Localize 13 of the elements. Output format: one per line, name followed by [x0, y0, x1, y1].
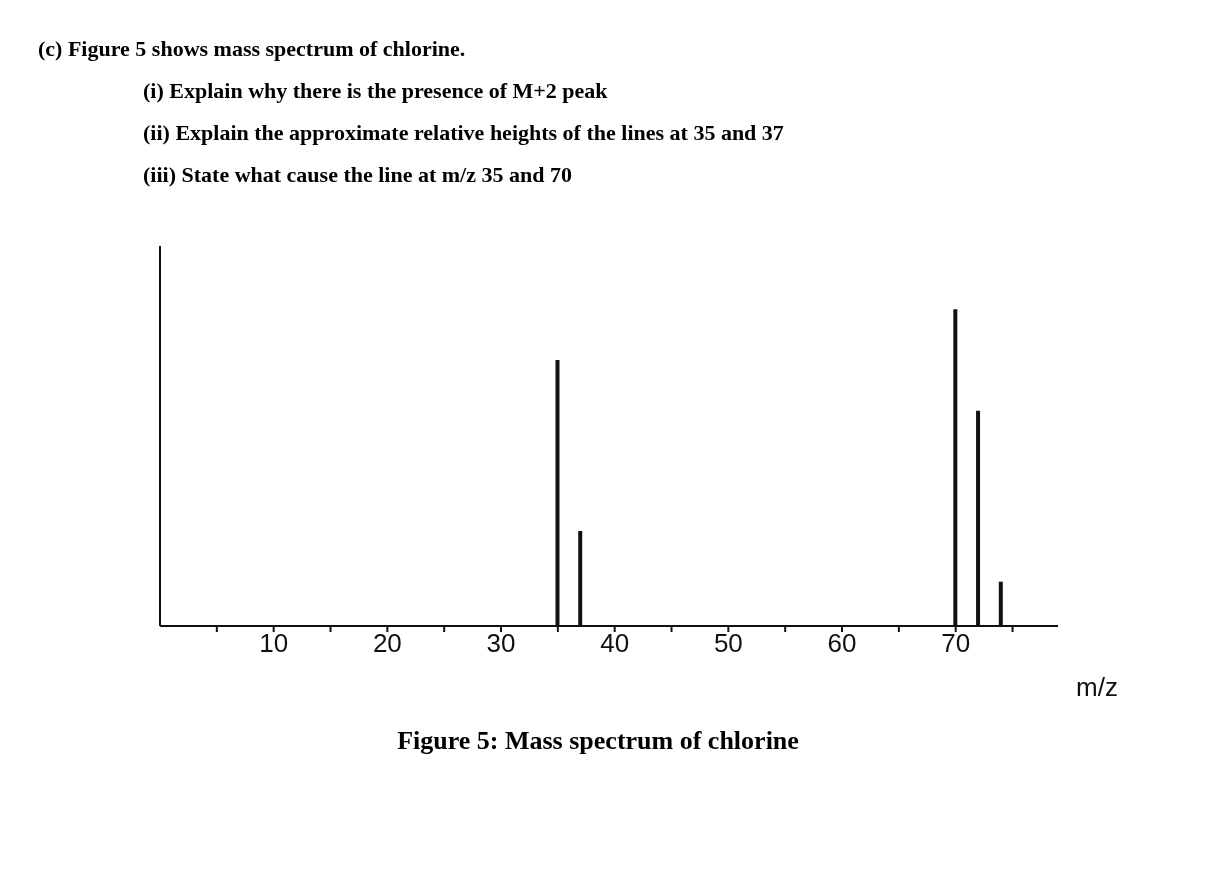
- text: (c) Figure 5 shows mass spectrum of chlorine.: [38, 35, 467, 63]
- text: (ii) Explain the approximate relative heights of the lines at 35 and 37: [142, 119, 785, 147]
- x-tick-label: 20: [372, 628, 402, 659]
- x-tick-label: 30: [486, 628, 516, 659]
- x-tick-label: 50: [713, 628, 743, 659]
- text: Figure 5: Mass spectrum of chlorine: [396, 726, 800, 756]
- x-axis-title: m/z: [1076, 672, 1118, 702]
- x-tick-label: 40: [600, 628, 630, 659]
- x-tick-label: 60: [827, 628, 857, 659]
- text: (iii) State what cause the line at m/z 35 and 70: [142, 161, 573, 189]
- x-tick-label: 10: [259, 628, 289, 659]
- x-tick-label: 70: [941, 628, 971, 659]
- text: (i) Explain why there is the presence of M+2 peak: [142, 77, 609, 105]
